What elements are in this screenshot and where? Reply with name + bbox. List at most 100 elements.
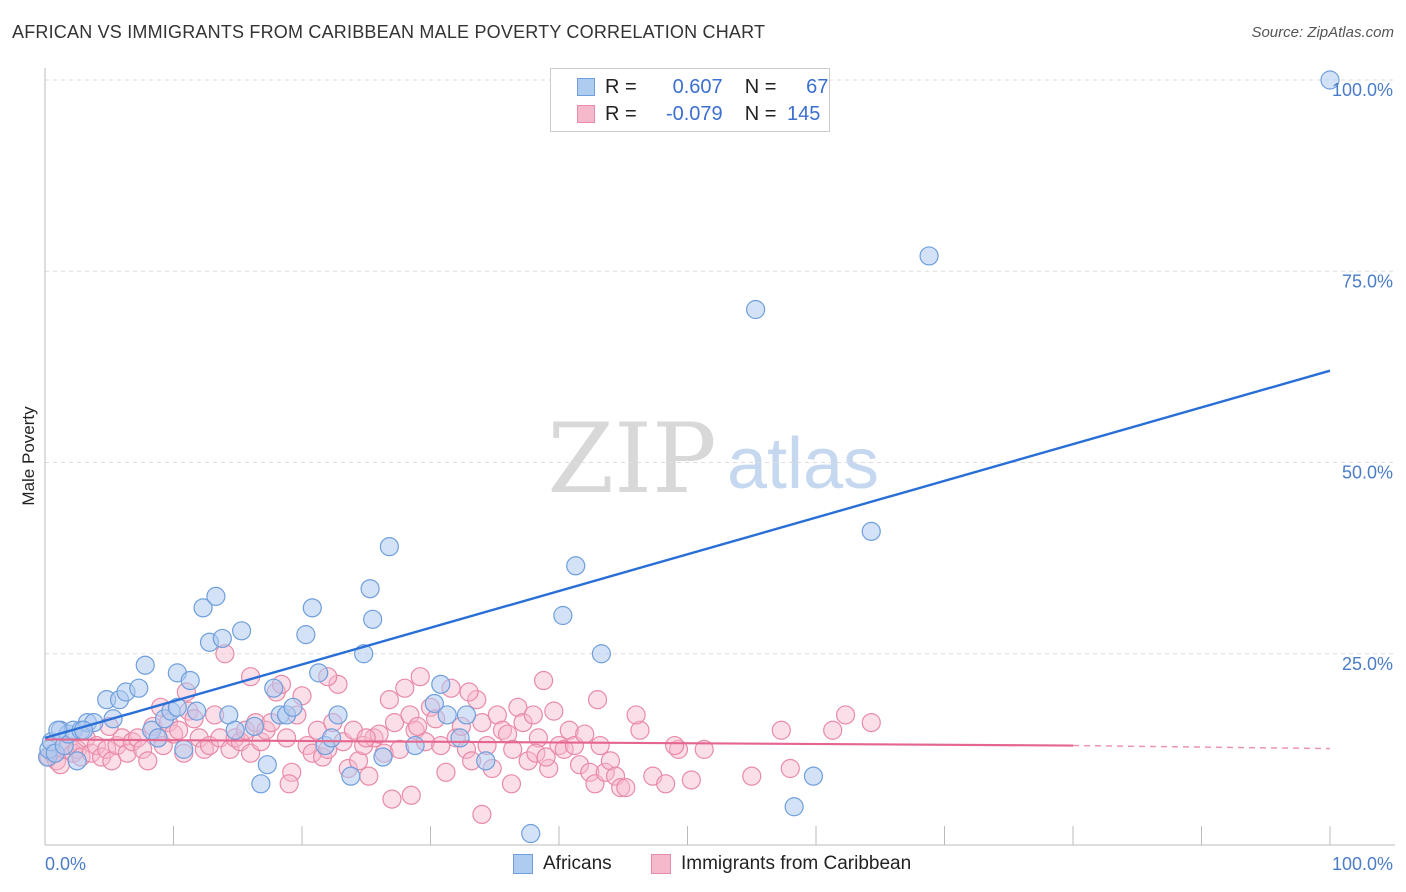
caribbean-point [501,774,522,794]
caribbean-point [536,747,556,767]
africans-point [321,728,342,748]
caribbean-point [835,705,856,725]
caribbean-point [410,667,430,687]
caribbean-point [117,743,137,763]
caribbean-point [523,705,543,725]
y-tick-label: 25.0% [1342,654,1393,674]
caribbean-point [472,804,492,825]
africans-point [450,728,470,748]
caribbean-n-value: 145 [787,102,821,125]
africans-r-label: R = [605,75,637,98]
caribbean-point [630,720,650,740]
africans-swatch [577,78,595,96]
africans-point [180,670,200,691]
caribbean-point [276,728,297,748]
tick-labels: 25.0% 50.0% 75.0% 100.0% 0.0% 100.0% [45,80,1393,874]
caribbean-point [694,739,714,759]
caribbean-point [616,778,636,798]
caribbean-point [771,720,791,740]
africans-point [360,579,380,599]
watermark-zip: ZIP [547,403,716,515]
caribbean-point [369,724,389,744]
caribbean-point [487,705,507,725]
africans-point [405,735,425,756]
caribbean-point [554,739,574,759]
x-tick-label-max: 100.0% [1332,854,1393,874]
caribbean-point [328,674,348,694]
caribbean-point [503,739,523,759]
caribbean-point [467,690,487,710]
africans-point [212,628,232,649]
caribbean-point [539,758,559,779]
caribbean-point [395,678,415,698]
caribbean-n-label: N = [744,102,777,125]
caribbean-point [379,690,399,710]
africans-point [456,705,477,725]
caribbean-point [138,751,158,771]
africans-point [251,774,271,794]
africans-point [283,697,303,717]
caribbean-swatch [577,105,595,123]
x-tick-label-min: 0.0% [45,854,86,874]
y-tick-label: 75.0% [1342,271,1393,291]
caribbean-point [611,778,631,798]
source-credit: Source: ZipAtlas.com [1251,24,1394,41]
caribbean-point [533,670,554,691]
caribbean-point [595,762,615,782]
caribbean-point [575,724,595,744]
africans-point [264,678,284,698]
caribbean-point [122,732,142,752]
caribbean-point [823,720,843,740]
caribbean-point [436,762,456,782]
caribbean-point [656,774,676,794]
caribbean-point [492,720,513,740]
africans-point [424,693,444,714]
africans-point [309,663,329,683]
caribbean-point [400,705,420,725]
africans-point [244,716,265,737]
caribbean-point [742,766,762,786]
caribbean-r-label: R = [605,102,637,125]
africans-point [225,720,245,740]
africans-point [135,655,155,675]
africans-point [919,246,939,266]
africans-point [67,751,87,771]
bottom-caribbean-swatch [651,854,671,874]
africans-point [784,797,804,817]
africans-point [341,766,361,786]
y-axis-title: Male Poverty [19,406,38,506]
caribbean-point [282,762,302,782]
caribbean-point [408,716,428,737]
caribbean-point [668,739,689,759]
caribbean-point [112,728,132,748]
caribbean-point [665,735,685,756]
africans-n-value: 67 [806,75,829,98]
caribbean-point [861,712,881,733]
caribbean-point [526,743,546,763]
africans-point [566,556,586,576]
africans-point [373,747,393,767]
africans-point [206,586,226,606]
africans-point [1320,70,1340,90]
caribbean-point [401,785,421,805]
africans-point [521,823,541,844]
caribbean-point [569,755,590,775]
legend-row-africans: R = 0.607 N = 67 [577,74,828,100]
caribbean-point [580,762,600,782]
bottom-legend-africans: Africans [513,852,612,876]
africans-point [296,625,316,645]
caribbean-point [587,690,608,710]
caribbean-point [459,682,479,702]
africans-point [257,755,277,775]
caribbean-point [544,701,564,721]
africans-point [363,609,383,629]
africans-point [148,728,168,748]
correlation-legend: R = 0.607 N = 67 R = -0.079 N = 145 [550,68,830,132]
africans-point [232,621,252,641]
caribbean-point [348,751,369,771]
caribbean-r-value: -0.079 [665,102,723,125]
trend-lines [44,369,1331,750]
africans-point [167,697,187,717]
caribbean-point [102,751,122,771]
